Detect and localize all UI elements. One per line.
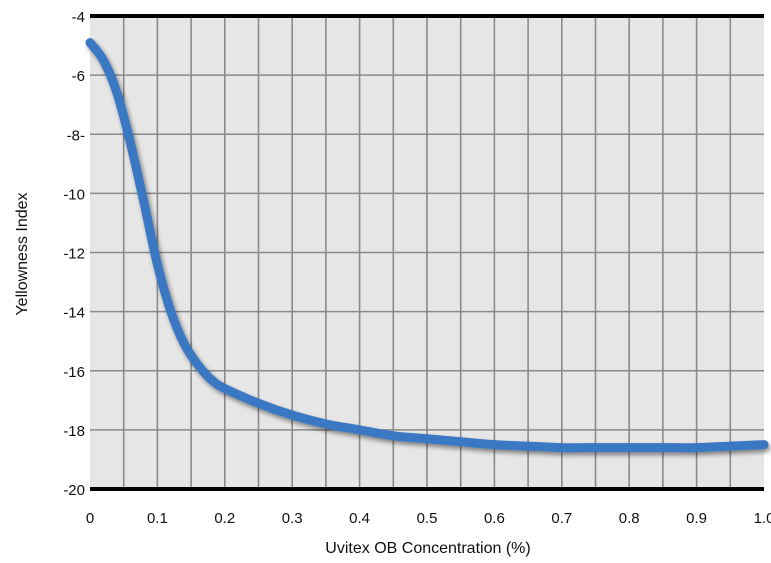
x-tick-label: 0.1 xyxy=(147,510,168,527)
y-tick-label: -20 xyxy=(63,482,85,499)
x-tick-label: 0.5 xyxy=(417,510,438,527)
x-axis-label: Uvitex OB Concentration (%) xyxy=(325,540,530,557)
data-series xyxy=(85,38,769,453)
y-axis-label: Yellowness Index xyxy=(14,192,31,315)
y-tick-label: -14 xyxy=(63,305,85,322)
x-tick-label: 0.3 xyxy=(282,510,303,527)
grid xyxy=(90,16,764,489)
y-tick-label: -16 xyxy=(63,364,85,381)
y-tick-label: -10 xyxy=(63,186,85,203)
x-axis-ticks: 0 0.1 0.2 0.3 0.4 0.5 0.6 0.7 0.8 0.9 1.0 xyxy=(86,510,771,527)
y-axis-ticks: -4 -6 -8- -10 -12 -14 -16 -18 -20 xyxy=(63,9,85,499)
y-tick-label: -18 xyxy=(63,423,85,440)
x-tick-label: 0.9 xyxy=(686,510,707,527)
plot-border xyxy=(90,14,764,491)
x-tick-label: 1.0 xyxy=(754,510,771,527)
x-tick-label: 0.7 xyxy=(551,510,572,527)
x-tick-label: 0.2 xyxy=(214,510,235,527)
y-tick-label: -6 xyxy=(72,68,85,85)
y-tick-label: -12 xyxy=(63,246,85,263)
series-line-0 xyxy=(85,38,769,453)
x-tick-label: 0.4 xyxy=(349,510,370,527)
y-tick-label: -8- xyxy=(67,127,85,144)
x-tick-label: 0.8 xyxy=(619,510,640,527)
x-tick-label: 0 xyxy=(86,510,94,527)
x-tick-label: 0.6 xyxy=(484,510,505,527)
y-tick-label: -4 xyxy=(72,9,85,26)
